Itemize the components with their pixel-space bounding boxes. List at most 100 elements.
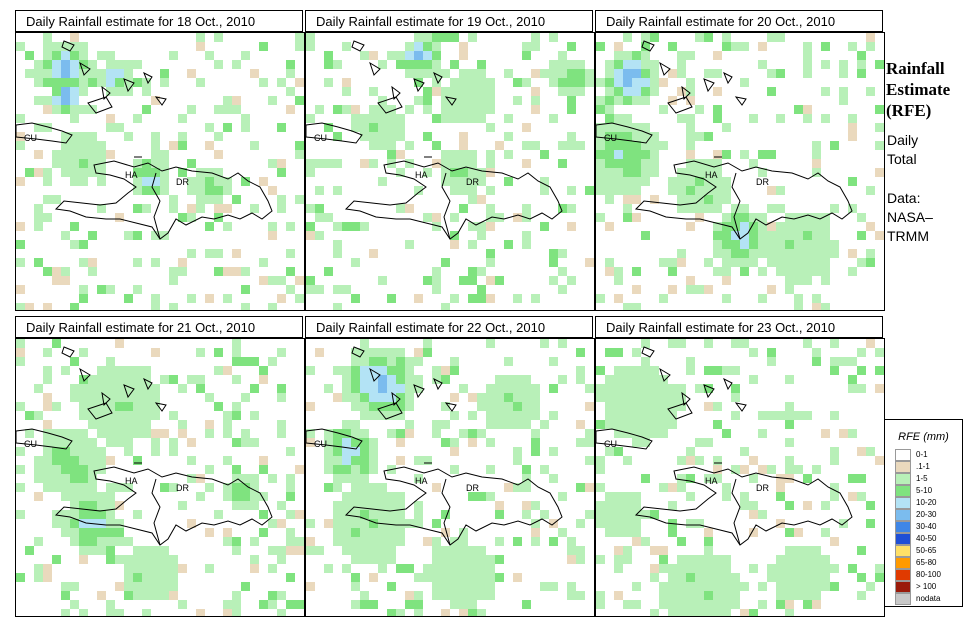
rainfall-cell: [160, 186, 169, 195]
rainfall-cell: [704, 195, 713, 204]
rainfall-cell: [277, 204, 286, 213]
rainfall-cell: [585, 510, 594, 519]
rainfall-cell: [16, 132, 25, 141]
rainfall-cell: [106, 366, 115, 375]
rainfall-cell: [214, 132, 223, 141]
rainfall-cell: [677, 591, 686, 600]
rainfall-cell: [169, 141, 178, 150]
rainfall-cell: [605, 60, 614, 69]
panel-title: Daily Rainfall estimate for 19 Oct., 201…: [305, 10, 593, 32]
rainfall-cell: [324, 78, 333, 87]
rainfall-cell: [803, 240, 812, 249]
rainfall-cell: [124, 582, 133, 591]
bahamas-outline: [377, 96, 403, 114]
rainfall-cell: [495, 393, 504, 402]
bahamas-outline: [101, 391, 111, 407]
rainfall-cell: [803, 105, 812, 114]
rainfall-cell: [333, 438, 342, 447]
rainfall-cell: [441, 168, 450, 177]
rainfall-cell: [695, 213, 704, 222]
rainfall-cell: [875, 123, 884, 132]
rainfall-cell: [486, 420, 495, 429]
rainfall-cell: [875, 168, 884, 177]
rainfall-cell: [405, 51, 414, 60]
rainfall-cell: [785, 456, 794, 465]
rainfall-cell: [324, 384, 333, 393]
rainfall-cell: [614, 384, 623, 393]
rainfall-cell: [767, 69, 776, 78]
rainfall-cell: [459, 429, 468, 438]
rainfall-cell: [450, 240, 459, 249]
rainfall-cell: [268, 357, 277, 366]
rainfall-cell: [133, 204, 142, 213]
rainfall-cell: [79, 132, 88, 141]
rainfall-cell: [196, 348, 205, 357]
rainfall-cell: [758, 411, 767, 420]
rainfall-cell: [596, 168, 605, 177]
rainfall-cell: [387, 375, 396, 384]
rainfall-cell: [360, 600, 369, 609]
rainfall-cell: [677, 384, 686, 393]
rainfall-cell: [16, 483, 25, 492]
rainfall-cell: [477, 564, 486, 573]
rainfall-cell: [360, 393, 369, 402]
bahamas-outline: [641, 40, 655, 52]
rainfall-cell: [88, 438, 97, 447]
rainfall-cell: [88, 69, 97, 78]
rainfall-cell: [875, 141, 884, 150]
rainfall-cell: [585, 483, 594, 492]
rainfall-cell: [178, 384, 187, 393]
rainfall-cell: [43, 33, 52, 42]
rainfall-cell: [52, 87, 61, 96]
rainfall-cell: [614, 348, 623, 357]
rainfall-cell: [776, 249, 785, 258]
rainfall-cell: [115, 60, 124, 69]
rainfall-cell: [223, 177, 232, 186]
rainfall-cell: [459, 528, 468, 537]
rainfall-cell: [70, 474, 79, 483]
rainfall-cell: [785, 438, 794, 447]
rainfall-cell: [632, 393, 641, 402]
rainfall-cell: [740, 339, 749, 348]
rainfall-cell: [295, 510, 304, 519]
rainfall-cell: [196, 204, 205, 213]
rainfall-cell: [677, 609, 686, 616]
rainfall-cell: [713, 420, 722, 429]
rainfall-cell: [513, 393, 522, 402]
rainfall-cell: [286, 105, 295, 114]
rainfall-cell: [668, 573, 677, 582]
rainfall-cell: [250, 204, 259, 213]
rainfall-cell: [169, 204, 178, 213]
rainfall-cell: [695, 582, 704, 591]
rainfall-cell: [866, 87, 875, 96]
rainfall-cell: [848, 375, 857, 384]
rainfall-cell: [277, 384, 286, 393]
rainfall-cell: [459, 42, 468, 51]
rainfall-cell: [151, 177, 160, 186]
rainfall-cell: [531, 519, 540, 528]
rainfall-cell: [740, 258, 749, 267]
rainfall-cell: [848, 564, 857, 573]
rainfall-cell: [286, 222, 295, 231]
rainfall-cell: [522, 393, 531, 402]
rainfall-cell: [97, 447, 106, 456]
rainfall-cell: [605, 132, 614, 141]
rainfall-cell: [52, 456, 61, 465]
rainfall-cell: [61, 51, 70, 60]
rainfall-cell: [776, 591, 785, 600]
rainfall-cell: [722, 600, 731, 609]
rainfall-cell: [268, 546, 277, 555]
rainfall-cell: [650, 384, 659, 393]
rainfall-cell: [450, 411, 459, 420]
rainfall-cell: [477, 591, 486, 600]
rainfall-cell: [531, 528, 540, 537]
rainfall-cell: [459, 609, 468, 616]
rainfall-cell: [785, 267, 794, 276]
rainfall-cell: [623, 375, 632, 384]
rainfall-cell: [549, 411, 558, 420]
rainfall-cell: [468, 573, 477, 582]
rainfall-cell: [605, 510, 614, 519]
rainfall-cell: [722, 267, 731, 276]
rainfall-cell: [187, 294, 196, 303]
rainfall-cell: [241, 438, 250, 447]
